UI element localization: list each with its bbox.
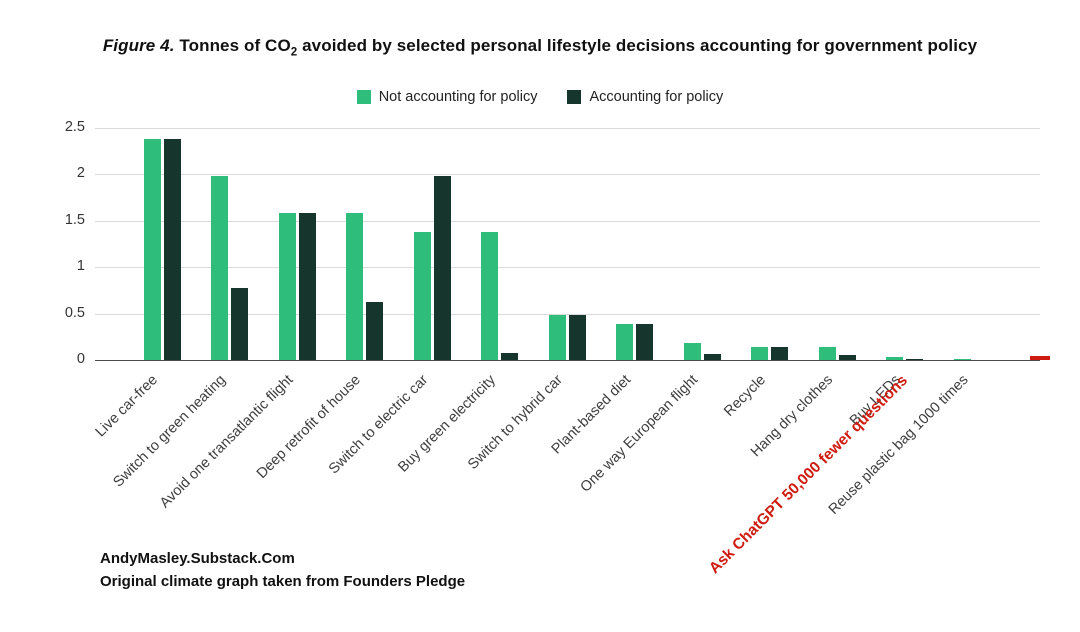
bar-not-accounting — [616, 323, 633, 360]
x-axis-line — [95, 360, 1040, 361]
bar-accounting — [501, 352, 518, 360]
bar-accounting — [231, 287, 248, 360]
bar-not-accounting — [413, 231, 431, 360]
legend-label-not-accounting: Not accounting for policy — [378, 89, 538, 105]
bar-accounting — [636, 323, 653, 360]
chart-title: Figure 4. Tonnes of CO2 avoided by selec… — [102, 36, 978, 59]
bar-not-accounting — [143, 139, 161, 360]
bar-accounting — [433, 176, 451, 360]
legend-swatch-accounting-icon — [567, 90, 582, 104]
bar-accounting — [771, 347, 788, 360]
x-category-label: Switch to green heating — [110, 372, 229, 491]
x-category-label: Avoid one transatlantic flight — [156, 372, 297, 512]
bar-not-accounting — [346, 213, 363, 360]
y-tick-label: 2.5 — [64, 119, 85, 135]
gridline — [95, 220, 1040, 222]
bar-highlight-chatgpt — [1029, 356, 1050, 360]
bar-accounting — [906, 359, 923, 360]
bar-accounting — [703, 354, 721, 360]
y-tick-label: 2 — [76, 165, 85, 182]
y-tick-label: 1 — [76, 258, 85, 275]
gridline — [95, 267, 1040, 269]
bar-accounting — [568, 315, 586, 360]
legend-label-accounting: Accounting for policy — [589, 89, 724, 105]
footer-credit-line: Original climate graph taken from Founde… — [100, 572, 466, 590]
gridline — [95, 128, 1040, 129]
footer: AndyMasley.Substack.Com Original climate… — [100, 548, 465, 593]
x-category-label: One way European flight — [577, 372, 702, 496]
bar-accounting — [366, 302, 383, 360]
plot-area: 2.5 2 1.5 1 0.5 0 Live car-free Switch to green… — [65, 119, 1050, 577]
bar-not-accounting — [481, 231, 498, 360]
bar-accounting — [298, 213, 316, 360]
bar-not-accounting — [751, 347, 768, 360]
bar-accounting — [163, 139, 181, 360]
y-tick-label: 0 — [76, 351, 85, 367]
gridline — [95, 174, 1040, 176]
bar-not-accounting — [683, 343, 701, 360]
legend-item-accounting: Accounting for policy — [567, 89, 723, 105]
y-tick-label: 0.5 — [64, 304, 85, 321]
legend: Not accounting for policy Accounting for… — [0, 89, 1080, 105]
bar-not-accounting — [548, 315, 566, 360]
bar-not-accounting — [278, 213, 296, 360]
footer-source-line: AndyMasley.Substack.Com — [100, 550, 295, 567]
figure-label: Figure 4. — [102, 36, 175, 55]
bar-not-accounting — [818, 347, 836, 360]
x-category-label: Live car-free — [93, 372, 162, 441]
x-category-label: Recycle — [721, 372, 769, 420]
legend-item-not-accounting: Not accounting for policy — [356, 89, 538, 105]
gridline — [95, 313, 1040, 315]
co2-subscript: 2 — [290, 46, 298, 59]
bar-not-accounting — [953, 359, 971, 360]
bar-not-accounting — [211, 176, 228, 360]
bar-not-accounting — [886, 357, 903, 360]
legend-swatch-not-accounting-icon — [356, 90, 371, 104]
y-tick-label: 1.5 — [64, 211, 85, 228]
bar-accounting — [838, 355, 856, 360]
